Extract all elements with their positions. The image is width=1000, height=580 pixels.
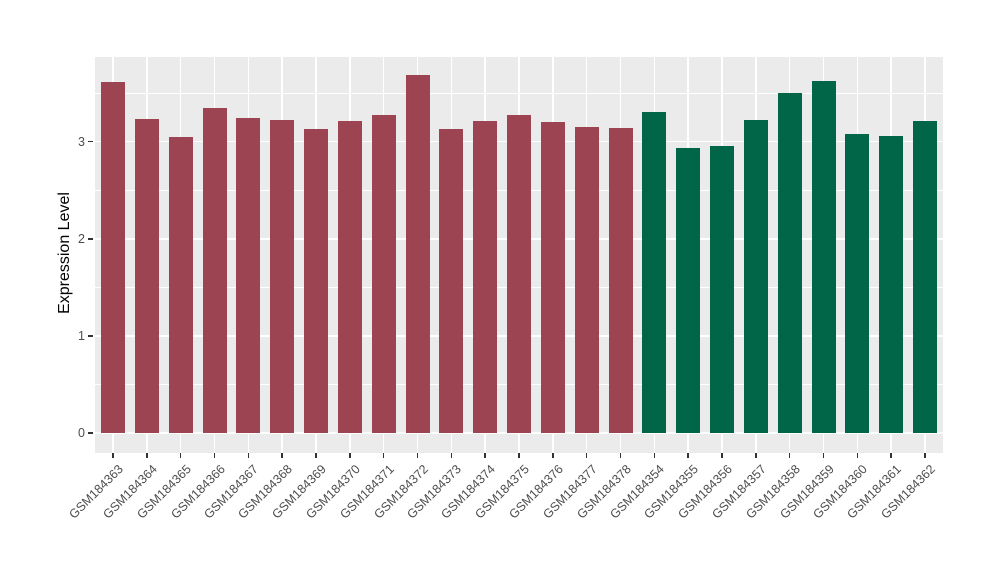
bar-GSM184372 bbox=[405, 74, 430, 433]
x-tick-mark-GSM184367 bbox=[247, 453, 250, 458]
y-tick-label-0: 0 bbox=[78, 426, 85, 440]
x-tick-mark-GSM184364 bbox=[146, 453, 148, 458]
bar-GSM184373 bbox=[439, 129, 464, 433]
bar-GSM184362 bbox=[913, 121, 937, 433]
y-tick-label-1: 1 bbox=[78, 328, 85, 343]
bar-GSM184378 bbox=[608, 128, 633, 433]
x-tick-mark-GSM184375 bbox=[518, 453, 520, 458]
bar-GSM184364 bbox=[134, 119, 159, 433]
bar-GSM184374 bbox=[473, 121, 498, 433]
y-tick-mark-1 bbox=[88, 335, 93, 337]
x-tick-mark-GSM184363 bbox=[112, 453, 114, 458]
x-tick-mark-GSM184377 bbox=[585, 453, 588, 458]
x-tick-mark-GSM184355 bbox=[687, 453, 689, 458]
x-tick-mark-GSM184374 bbox=[484, 453, 486, 458]
x-tick-mark-GSM184371 bbox=[382, 453, 385, 458]
x-tick-mark-GSM184366 bbox=[213, 453, 216, 458]
bar-GSM184367 bbox=[236, 118, 261, 433]
x-tick-mark-GSM184360 bbox=[856, 453, 859, 458]
x-tick-mark-GSM184376 bbox=[552, 453, 554, 458]
x-tick-mark-GSM184354 bbox=[653, 453, 656, 458]
bar-GSM184371 bbox=[371, 114, 396, 433]
bar-GSM184369 bbox=[304, 129, 328, 433]
y-tick-mark-3 bbox=[88, 140, 93, 143]
x-tick-mark-GSM184378 bbox=[619, 453, 622, 458]
x-tick-mark-GSM184356 bbox=[721, 453, 723, 458]
x-tick-mark-GSM184368 bbox=[281, 453, 283, 458]
bar-GSM184370 bbox=[337, 121, 362, 433]
x-tick-mark-GSM184370 bbox=[349, 453, 351, 458]
x-tick-mark-GSM184357 bbox=[755, 453, 757, 458]
x-tick-mark-GSM184361 bbox=[890, 453, 892, 458]
y-tick-label-3: 3 bbox=[78, 134, 85, 149]
bar-GSM184359 bbox=[811, 80, 836, 433]
bar-GSM184366 bbox=[202, 107, 227, 433]
y-tick-mark-2 bbox=[88, 238, 93, 240]
x-tick-mark-GSM184372 bbox=[416, 453, 419, 458]
bar-GSM184355 bbox=[676, 147, 701, 433]
bar-GSM184354 bbox=[642, 111, 667, 433]
y-tick-mark-0 bbox=[88, 432, 93, 434]
bar-GSM184357 bbox=[743, 120, 768, 433]
x-tick-mark-GSM184365 bbox=[179, 453, 182, 458]
bar-GSM184356 bbox=[710, 145, 734, 433]
plot-panel bbox=[95, 57, 943, 453]
x-tick-mark-GSM184362 bbox=[924, 453, 926, 458]
bar-GSM184363 bbox=[101, 81, 125, 433]
bar-GSM184377 bbox=[574, 127, 599, 433]
bar-GSM184365 bbox=[168, 136, 193, 433]
bar-GSM184375 bbox=[507, 115, 531, 433]
bar-GSM184360 bbox=[845, 133, 870, 433]
bar-GSM184361 bbox=[879, 135, 904, 433]
x-tick-mark-GSM184373 bbox=[450, 453, 453, 458]
x-tick-mark-GSM184359 bbox=[822, 453, 825, 458]
x-tick-mark-GSM184369 bbox=[315, 453, 317, 458]
bar-GSM184376 bbox=[540, 122, 565, 433]
y-tick-label-2: 2 bbox=[78, 231, 85, 246]
bar-GSM184358 bbox=[777, 93, 802, 433]
x-tick-mark-GSM184358 bbox=[788, 453, 791, 458]
bar-GSM184368 bbox=[270, 120, 295, 433]
